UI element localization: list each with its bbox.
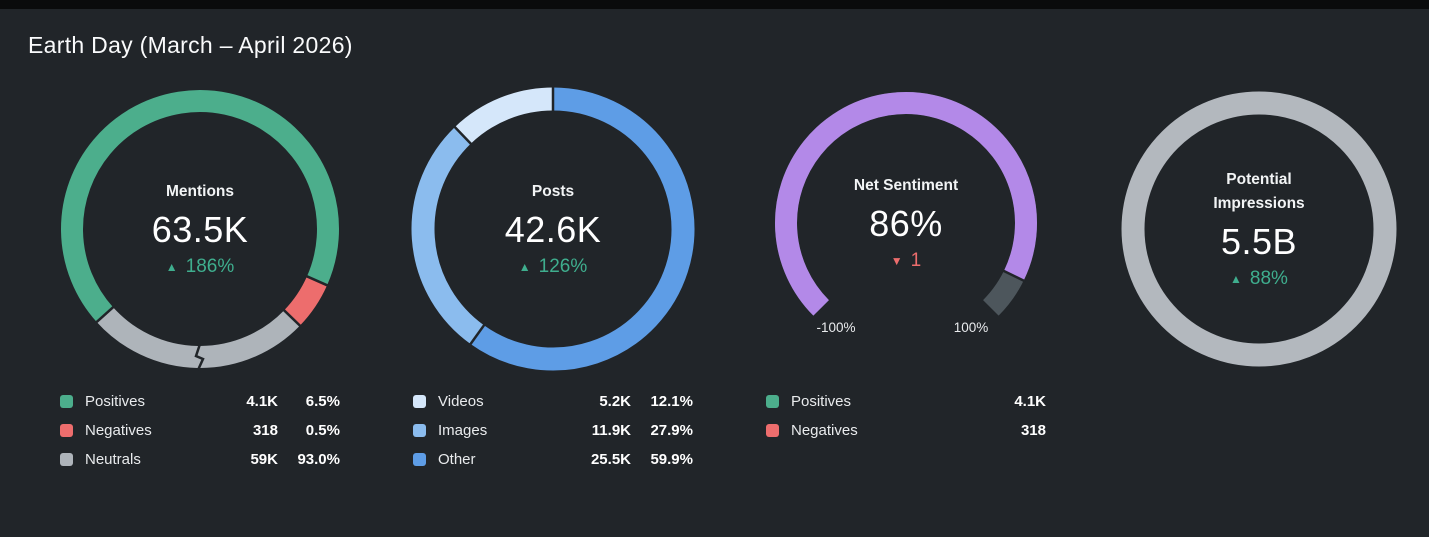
legend-label: Negatives xyxy=(791,421,858,439)
legend-swatch xyxy=(413,394,426,408)
legend-percent: 59.9% xyxy=(650,450,693,468)
legend-row[interactable]: Images 11.9K 27.9% xyxy=(413,418,693,442)
kpi-card-net-sentiment: Net Sentiment 86% ▼ 1 -100% 100% Positiv… xyxy=(746,89,1066,447)
legend-value: 25.5K xyxy=(590,450,631,468)
legend-row[interactable]: Videos 5.2K 12.1% xyxy=(413,389,693,413)
legend-percent: 0.5% xyxy=(305,421,340,439)
gauge-fill[interactable] xyxy=(775,92,1037,316)
top-bar xyxy=(0,0,1429,9)
legend-percent: 12.1% xyxy=(650,392,693,410)
legend-swatch xyxy=(413,423,426,437)
legend-row[interactable]: Other 25.5K 59.9% xyxy=(413,447,693,471)
mentions-legend: Positives 4.1K 6.5% Negatives 318 0.5% Neutral… xyxy=(60,389,340,471)
legend-row[interactable]: Negatives 318 xyxy=(766,418,1046,442)
net-sentiment-legend: Positives 4.1K Negatives 318 xyxy=(766,389,1046,442)
ring-segment[interactable] xyxy=(61,90,339,323)
legend-swatch xyxy=(766,394,779,408)
legend-percent: 93.0% xyxy=(297,450,340,468)
legend-row[interactable]: Negatives 318 0.5% xyxy=(60,418,340,442)
kpi-card-mentions: Mentions 63.5K ▲ 186% Positives 4.1K 6.5% N… xyxy=(40,89,360,476)
legend-value: 318 xyxy=(252,421,278,439)
segment-divider xyxy=(1001,269,1026,283)
legend-label: Images xyxy=(438,421,488,439)
legend-swatch xyxy=(60,394,73,408)
legend-row[interactable]: Positives 4.1K 6.5% xyxy=(60,389,340,413)
segment-divider xyxy=(281,308,303,329)
mentions-chart-box: Mentions 63.5K ▲ 186% xyxy=(60,89,340,371)
mentions-donut-chart[interactable] xyxy=(60,89,340,371)
segment-divider xyxy=(94,305,116,325)
legend-percent: 6.5% xyxy=(305,392,340,410)
dashboard: Earth Day (March – April 2026) Mentions … xyxy=(0,0,1429,476)
ring-segment[interactable] xyxy=(1121,91,1397,367)
ring-segment[interactable] xyxy=(470,87,695,371)
net-sentiment-gauge-chart[interactable] xyxy=(766,89,1046,369)
ring-segment[interactable] xyxy=(411,127,485,345)
page-title: Earth Day (March – April 2026) xyxy=(28,32,353,58)
ring-segment[interactable] xyxy=(283,276,328,326)
legend-row[interactable]: Neutrals 59K 93.0% xyxy=(60,447,340,471)
segment-divider xyxy=(304,274,330,288)
legend-swatch xyxy=(413,452,426,466)
impressions-donut-chart[interactable] xyxy=(1119,89,1399,369)
segment-divider xyxy=(468,323,487,347)
legend-swatch xyxy=(60,423,73,437)
legend-label: Neutrals xyxy=(85,450,141,468)
legend-swatch xyxy=(60,452,73,466)
kpi-card-posts: Posts 42.6K ▲ 126% Videos 5.2K 12.1% Images… xyxy=(393,85,713,476)
legend-value: 318 xyxy=(1020,421,1046,439)
net-sentiment-chart-box: Net Sentiment 86% ▼ 1 -100% 100% xyxy=(766,89,1046,369)
legend-label: Videos xyxy=(438,392,484,410)
legend-value: 59K xyxy=(250,450,278,468)
kpi-card-potential-impressions: Potential Impressions 5.5B ▲ 88% xyxy=(1099,89,1419,389)
legend-row[interactable]: Positives 4.1K xyxy=(766,389,1046,413)
legend-percent: 27.9% xyxy=(650,421,693,439)
ring-segment[interactable] xyxy=(454,87,554,145)
segment-divider xyxy=(452,124,474,147)
posts-donut-chart[interactable] xyxy=(411,85,695,371)
posts-chart-box: Posts 42.6K ▲ 126% xyxy=(411,85,695,371)
legend-label: Positives xyxy=(791,392,852,410)
charts-row: Mentions 63.5K ▲ 186% Positives 4.1K 6.5% N… xyxy=(0,85,1429,476)
legend-label: Negatives xyxy=(85,421,152,439)
legend-value: 5.2K xyxy=(599,392,631,410)
legend-value: 4.1K xyxy=(1014,392,1046,410)
legend-swatch xyxy=(766,423,779,437)
legend-label: Positives xyxy=(85,392,146,410)
impressions-chart-box: Potential Impressions 5.5B ▲ 88% xyxy=(1119,89,1399,369)
legend-value: 11.9K xyxy=(591,421,631,439)
gauge-max-label: 100% xyxy=(953,320,989,336)
ring-crack-marker xyxy=(194,343,205,371)
legend-value: 4.1K xyxy=(246,392,278,410)
gauge-min-label: -100% xyxy=(816,320,856,336)
legend-label: Other xyxy=(438,450,476,468)
posts-legend: Videos 5.2K 12.1% Images 11.9K 27.9% Other 25.5… xyxy=(413,389,693,471)
